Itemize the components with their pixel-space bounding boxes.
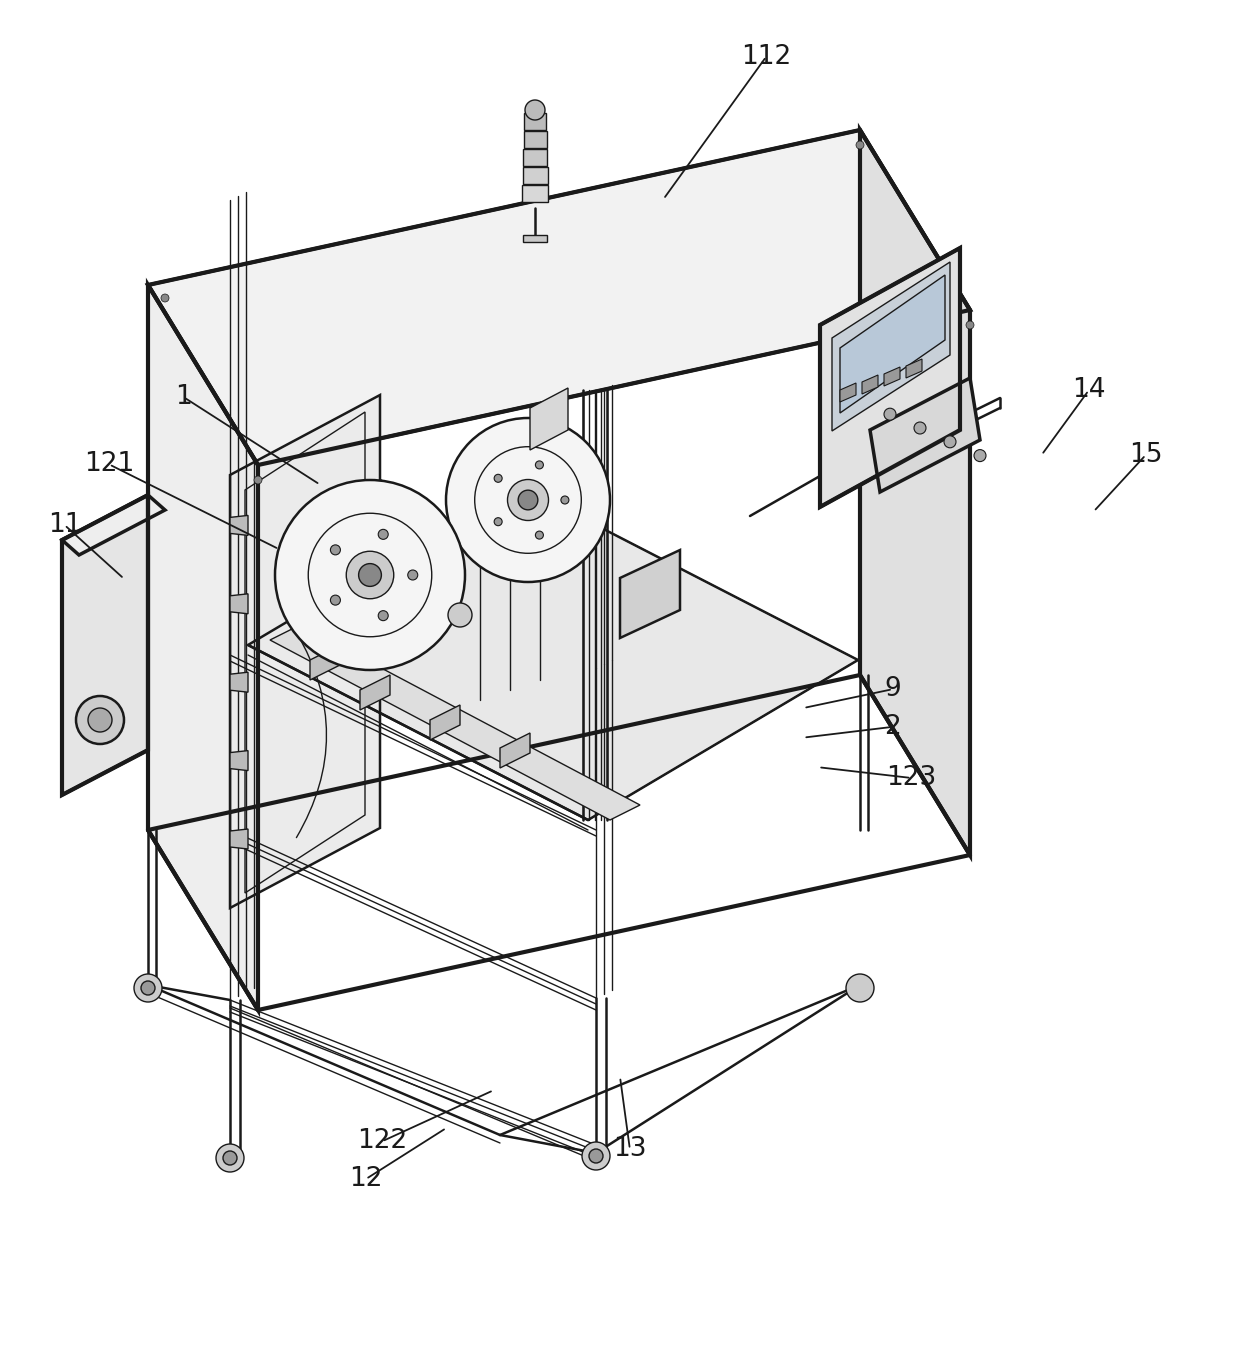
Polygon shape xyxy=(523,236,547,242)
Polygon shape xyxy=(620,551,680,638)
Polygon shape xyxy=(523,149,547,166)
Polygon shape xyxy=(310,645,340,680)
Polygon shape xyxy=(523,131,547,148)
Polygon shape xyxy=(229,516,248,536)
Text: 11: 11 xyxy=(47,511,82,538)
Text: 121: 121 xyxy=(84,451,134,478)
Text: 1: 1 xyxy=(175,384,192,411)
Circle shape xyxy=(856,141,864,149)
Polygon shape xyxy=(500,734,529,769)
Circle shape xyxy=(161,293,169,302)
Polygon shape xyxy=(148,285,258,1010)
Polygon shape xyxy=(820,248,960,507)
Circle shape xyxy=(223,1151,237,1166)
Text: 9: 9 xyxy=(884,676,901,703)
Polygon shape xyxy=(839,275,945,413)
Circle shape xyxy=(846,975,874,1001)
Text: 13: 13 xyxy=(613,1136,647,1163)
Polygon shape xyxy=(270,625,640,820)
Polygon shape xyxy=(62,495,165,555)
Circle shape xyxy=(378,529,388,540)
Circle shape xyxy=(346,552,394,599)
Circle shape xyxy=(330,595,341,606)
Circle shape xyxy=(518,490,538,510)
Circle shape xyxy=(141,981,155,995)
Polygon shape xyxy=(906,359,923,378)
Polygon shape xyxy=(870,378,980,493)
Circle shape xyxy=(507,479,548,521)
Circle shape xyxy=(525,100,546,120)
Circle shape xyxy=(495,518,502,526)
Circle shape xyxy=(582,1141,610,1170)
Circle shape xyxy=(134,975,162,1001)
Circle shape xyxy=(216,1144,244,1172)
Circle shape xyxy=(536,532,543,540)
Polygon shape xyxy=(862,376,878,394)
Circle shape xyxy=(275,481,465,670)
Circle shape xyxy=(884,408,897,420)
Polygon shape xyxy=(229,751,248,771)
Circle shape xyxy=(330,545,341,555)
Polygon shape xyxy=(522,184,548,202)
Polygon shape xyxy=(229,672,248,692)
Circle shape xyxy=(446,419,610,581)
Polygon shape xyxy=(148,131,970,464)
Circle shape xyxy=(973,450,986,462)
Text: 14: 14 xyxy=(1071,377,1106,404)
Circle shape xyxy=(495,474,502,482)
Polygon shape xyxy=(229,394,379,909)
Text: 123: 123 xyxy=(887,765,936,791)
Circle shape xyxy=(254,476,262,485)
Circle shape xyxy=(378,611,388,621)
Text: 12: 12 xyxy=(348,1166,383,1193)
Text: 15: 15 xyxy=(1128,441,1163,468)
Polygon shape xyxy=(525,113,546,131)
Circle shape xyxy=(589,1149,603,1163)
Circle shape xyxy=(76,696,124,744)
Text: 112: 112 xyxy=(742,43,791,70)
Polygon shape xyxy=(360,674,391,709)
Text: 2: 2 xyxy=(884,713,901,740)
Polygon shape xyxy=(839,384,856,402)
Polygon shape xyxy=(430,705,460,740)
Polygon shape xyxy=(248,485,858,820)
Polygon shape xyxy=(861,131,970,855)
Polygon shape xyxy=(229,594,248,614)
Polygon shape xyxy=(832,262,950,431)
Circle shape xyxy=(914,423,926,433)
Circle shape xyxy=(536,460,543,468)
Circle shape xyxy=(408,569,418,580)
Polygon shape xyxy=(229,829,248,849)
Polygon shape xyxy=(522,167,548,184)
Circle shape xyxy=(944,436,956,448)
Polygon shape xyxy=(884,367,900,386)
Text: 122: 122 xyxy=(357,1128,407,1155)
Circle shape xyxy=(560,495,569,503)
Circle shape xyxy=(88,708,112,732)
Circle shape xyxy=(966,320,973,328)
Polygon shape xyxy=(529,388,568,450)
Polygon shape xyxy=(62,495,148,795)
Circle shape xyxy=(358,564,382,587)
Circle shape xyxy=(448,603,472,627)
